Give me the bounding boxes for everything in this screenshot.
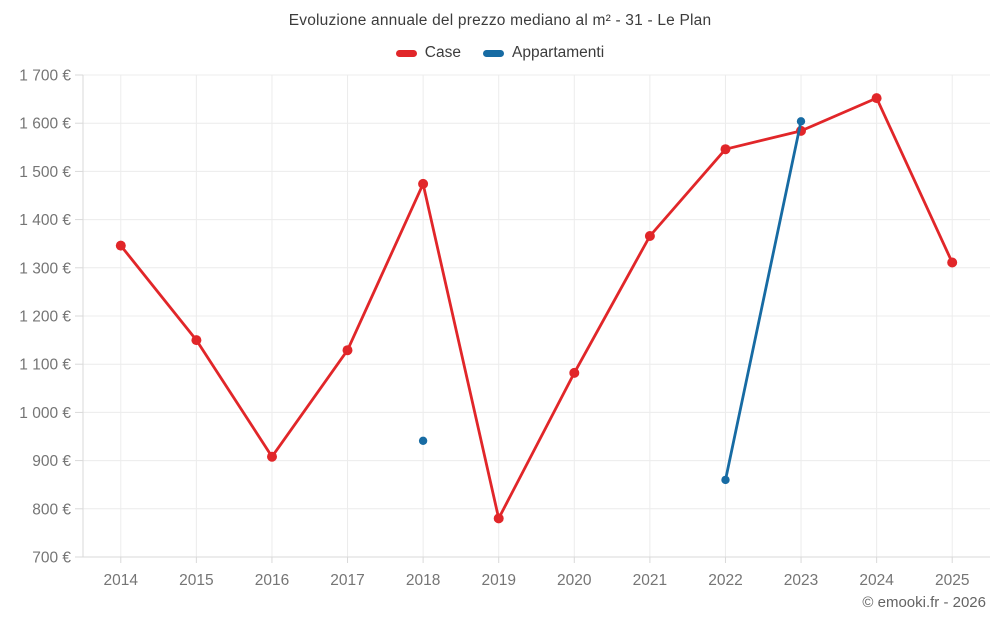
chart-title: Evoluzione annuale del prezzo mediano al… xyxy=(288,12,712,29)
y-tick-label: 1 600 € xyxy=(19,116,71,133)
case-point-2018[interactable] xyxy=(418,178,429,189)
y-tick-label: 800 € xyxy=(32,501,71,518)
x-tick-label: 2021 xyxy=(633,572,667,589)
appartamenti-point-2023[interactable] xyxy=(796,117,806,126)
case-point-2019[interactable] xyxy=(493,513,504,524)
case-point-2020[interactable] xyxy=(569,367,580,378)
x-tick-label: 2025 xyxy=(935,572,969,589)
appartamenti-line xyxy=(724,119,803,482)
y-tick-label: 1 000 € xyxy=(19,405,71,422)
x-tick-label: 2020 xyxy=(557,572,592,589)
legend: Case Appartamenti xyxy=(0,44,1000,62)
x-tick-label: 2018 xyxy=(406,572,440,589)
y-tick-label: 1 300 € xyxy=(19,260,71,277)
x-tick-label: 2015 xyxy=(179,572,213,589)
x-tick-label: 2022 xyxy=(708,572,742,589)
case-line xyxy=(119,96,954,520)
y-tick-label: 1 500 € xyxy=(19,164,71,181)
legend-label-case: Case xyxy=(424,44,461,61)
case-point-2017[interactable] xyxy=(342,345,353,356)
y-tick-label: 1 700 € xyxy=(19,68,71,85)
y-tick-label: 700 € xyxy=(32,550,71,567)
legend-label-appartamenti: Appartamenti xyxy=(511,44,605,61)
appartamenti-series-swatch-icon xyxy=(482,49,504,57)
case-point-2016[interactable] xyxy=(267,451,277,462)
y-tick-label: 900 € xyxy=(32,453,71,470)
appartamenti-point-2022[interactable] xyxy=(721,475,730,485)
copyright: © emooki.fr - 2026 xyxy=(862,594,986,611)
appartamenti-point-2018[interactable] xyxy=(418,436,428,445)
case-point-2025[interactable] xyxy=(947,257,958,268)
x-tick-label: 2024 xyxy=(859,572,894,589)
y-tick-label: 1 100 € xyxy=(19,357,71,374)
x-tick-label: 2019 xyxy=(481,572,515,589)
x-tick-label: 2014 xyxy=(104,572,139,589)
case-point-2015[interactable] xyxy=(191,335,202,346)
case-point-2021[interactable] xyxy=(644,231,655,241)
case-point-2024[interactable] xyxy=(871,93,882,104)
legend-item-case[interactable]: Case xyxy=(395,44,461,62)
x-tick-label: 2017 xyxy=(330,572,364,589)
legend-item-appartamenti[interactable]: Appartamenti xyxy=(482,44,605,62)
y-tick-label: 1 200 € xyxy=(19,309,71,326)
x-tick-label: 2023 xyxy=(784,572,818,589)
y-tick-label: 1 400 € xyxy=(19,212,71,229)
case-point-2014[interactable] xyxy=(115,240,126,251)
case-series-swatch-icon xyxy=(395,49,417,57)
x-tick-label: 2016 xyxy=(255,572,289,589)
case-point-2022[interactable] xyxy=(720,144,731,155)
